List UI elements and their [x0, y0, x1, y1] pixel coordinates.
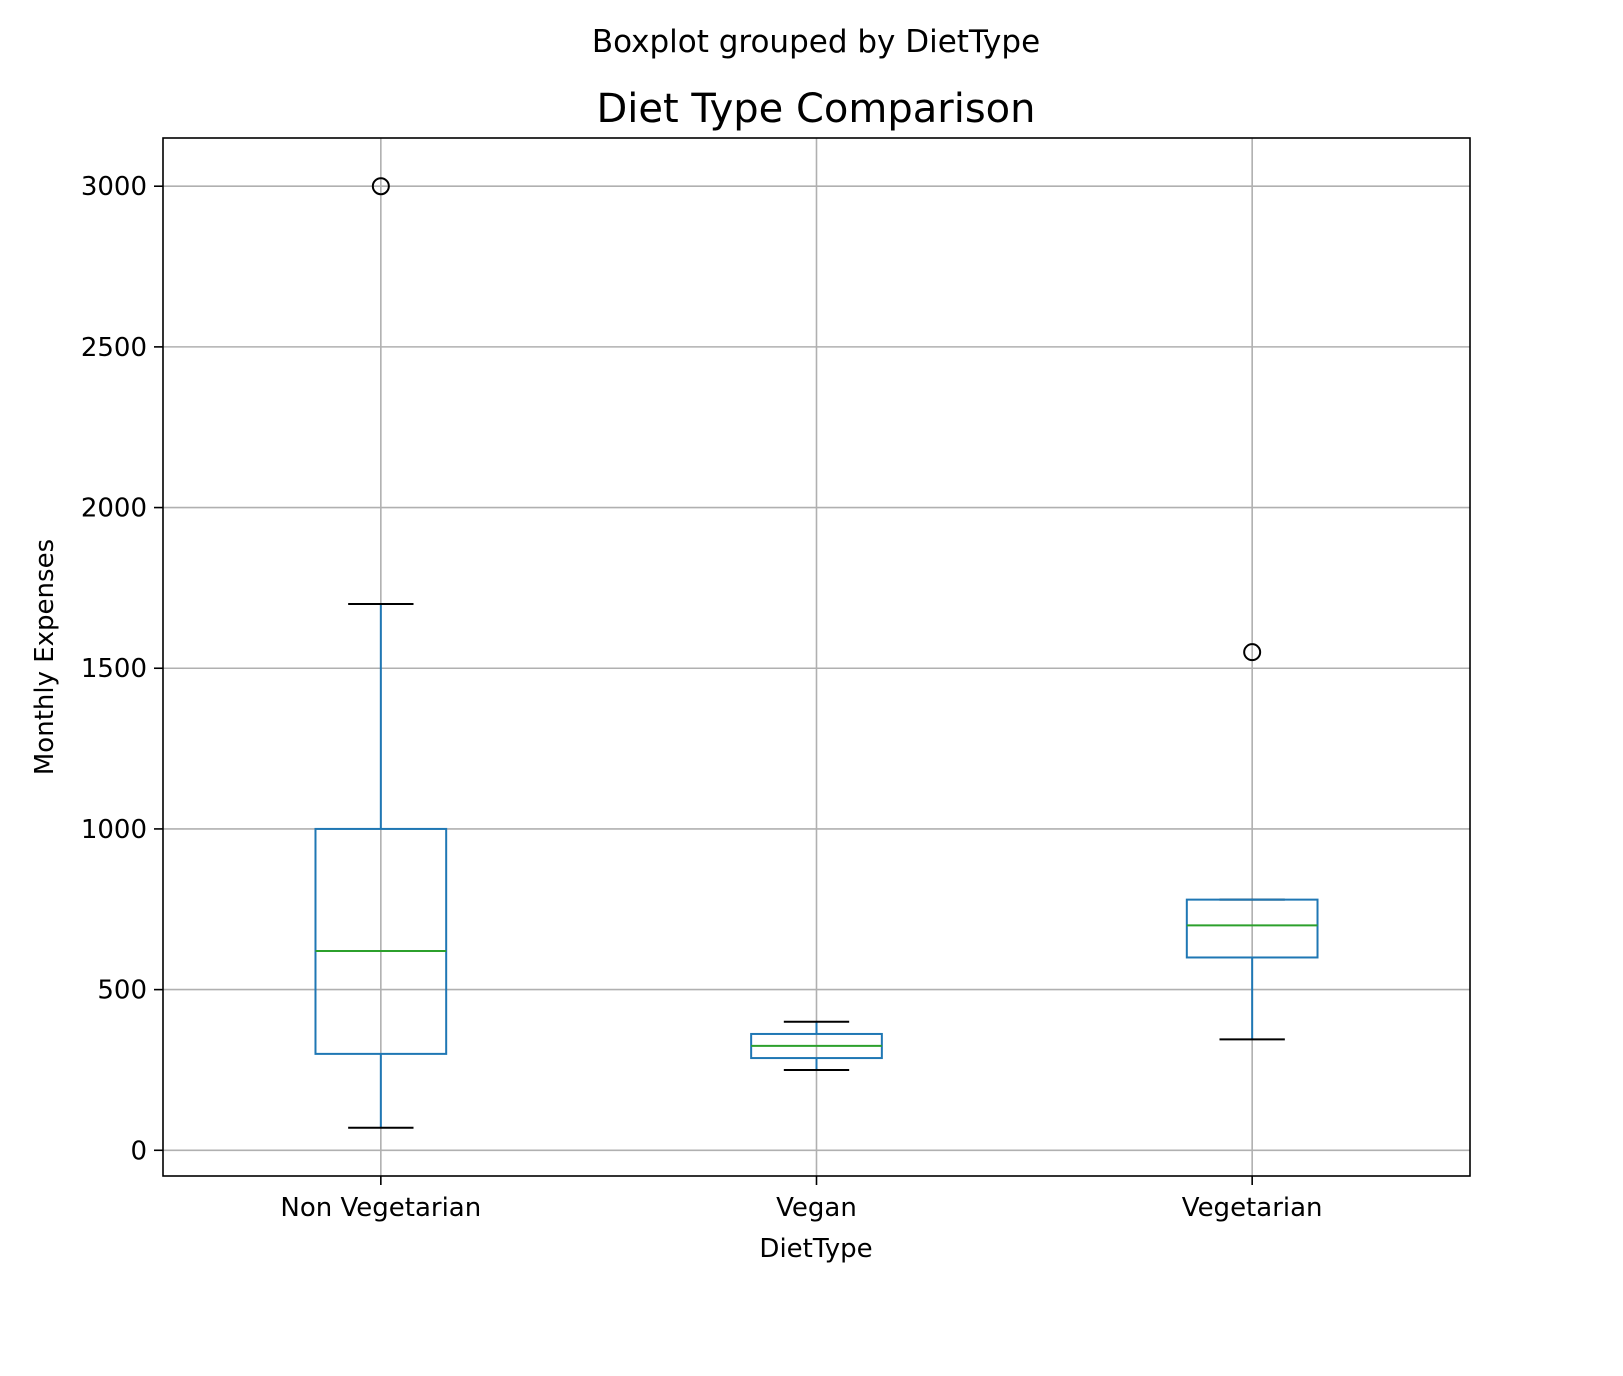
- x-axis-label: DietType: [759, 1234, 872, 1264]
- y-axis-ticks: 0 500 1000 1500 2000 2500 3000: [81, 172, 163, 1166]
- y-tick-label: 2500: [81, 333, 147, 363]
- box-group: [750, 1020, 883, 1071]
- y-tick-label: 3000: [81, 172, 147, 202]
- x-tick-label: Vegan: [776, 1193, 857, 1223]
- box-group: [314, 177, 448, 1129]
- x-tick-label: Vegetarian: [1182, 1193, 1323, 1223]
- boxes: [314, 177, 1319, 1129]
- y-axis-label: Monthly Expenses: [30, 539, 60, 775]
- y-tick-label: 1000: [81, 815, 147, 845]
- y-tick-label: 0: [130, 1136, 147, 1166]
- y-tick-label: 500: [97, 976, 147, 1006]
- y-tick-label: 1500: [81, 654, 147, 684]
- iqr-box: [1185, 898, 1319, 959]
- chart-title: Diet Type Comparison: [596, 86, 1035, 132]
- outlier-point: [371, 177, 390, 196]
- x-tick-label: Non Vegetarian: [280, 1193, 481, 1223]
- box-group: [1185, 643, 1319, 1041]
- outlier-point: [1243, 643, 1262, 662]
- chart-suptitle: Boxplot grouped by DietType: [592, 24, 1040, 60]
- x-axis-ticks: Non Vegetarian Vegan Vegetarian: [280, 1176, 1323, 1223]
- iqr-box: [314, 827, 448, 1055]
- y-tick-label: 2000: [81, 494, 147, 524]
